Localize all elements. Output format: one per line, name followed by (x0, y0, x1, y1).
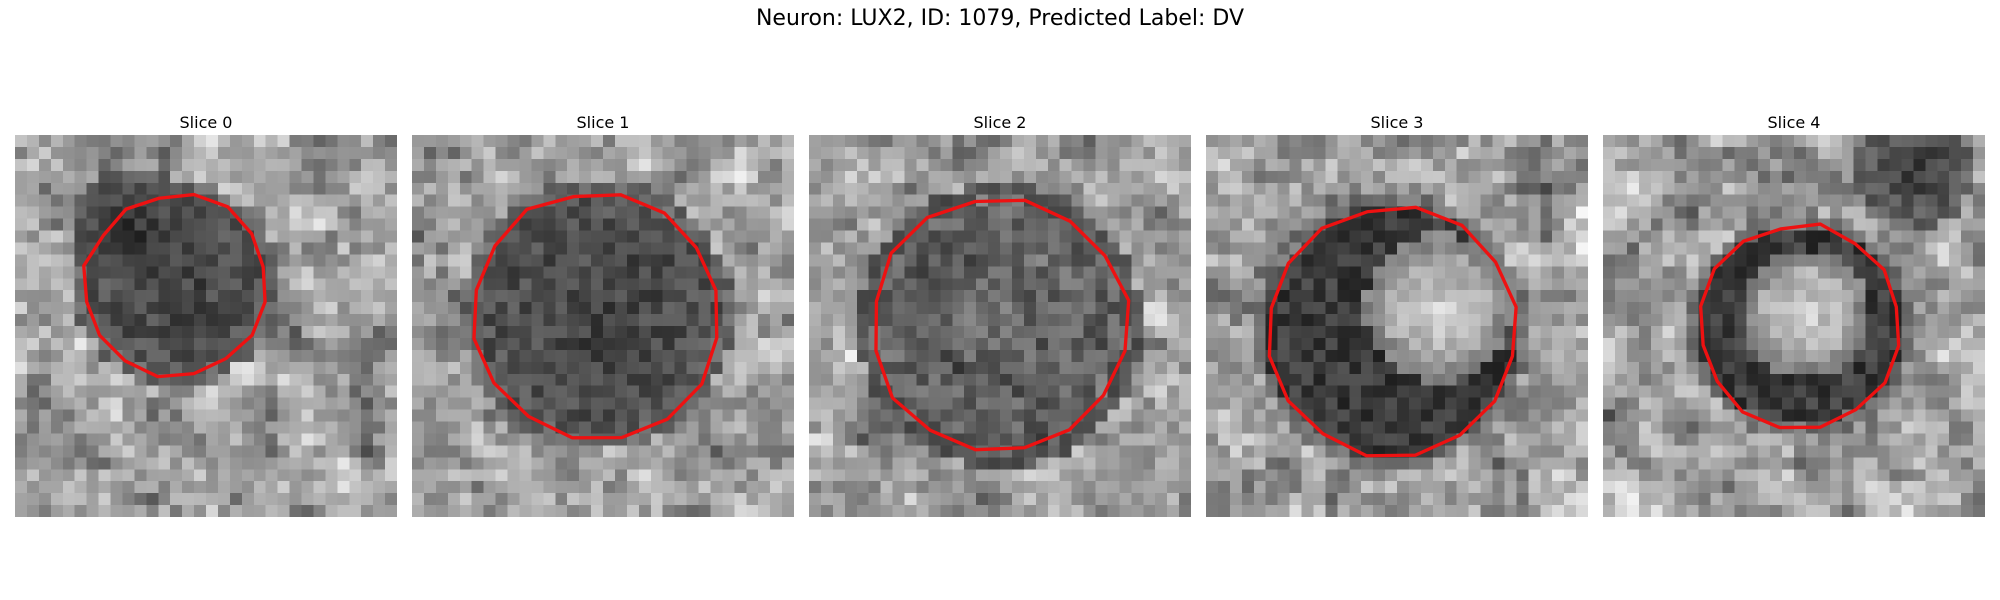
slice-image (1206, 135, 1588, 517)
figure-title: Neuron: LUX2, ID: 1079, Predicted Label:… (755, 6, 1245, 31)
slice-title: Slice 3 (1370, 113, 1424, 132)
segmentation-outline (472, 193, 719, 440)
segmentation-outline (1267, 205, 1518, 458)
slice-panel-3: Slice 3 (1206, 113, 1588, 517)
slice-title: Slice 4 (1767, 113, 1821, 132)
slice-image (412, 135, 794, 517)
slice-image (15, 135, 397, 517)
segmentation-outline (874, 198, 1131, 452)
slice-panel-0: Slice 0 (15, 113, 397, 517)
segmentation-outline (82, 192, 267, 379)
slice-panel-4: Slice 4 (1603, 113, 1985, 517)
slice-image (1603, 135, 1985, 517)
slice-image (809, 135, 1191, 517)
segmentation-outline (1698, 222, 1901, 430)
slice-panel-1: Slice 1 (412, 113, 794, 517)
slice-title: Slice 0 (179, 113, 233, 132)
slice-panel-2: Slice 2 (809, 113, 1191, 517)
slice-title: Slice 1 (576, 113, 630, 132)
slice-title: Slice 2 (973, 113, 1027, 132)
